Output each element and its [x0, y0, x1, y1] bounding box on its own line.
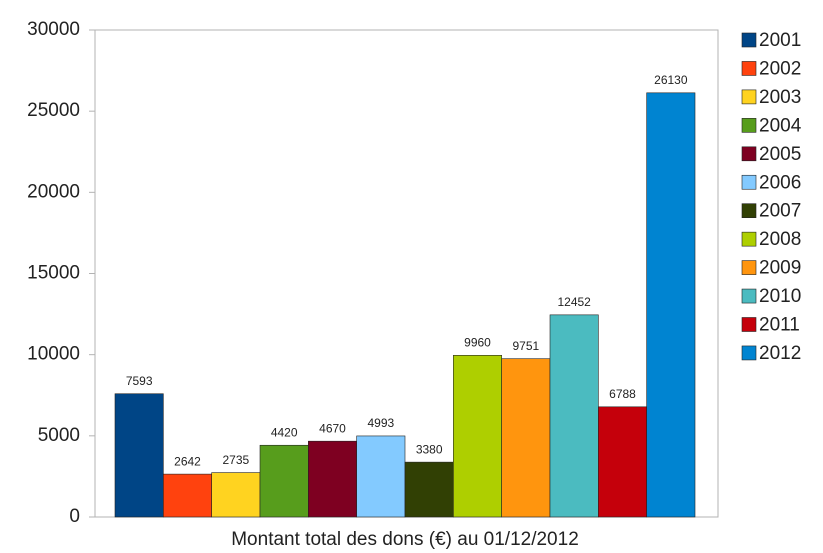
bar	[598, 406, 647, 518]
y-tick-label: 0	[69, 506, 80, 527]
data-label: 9751	[512, 339, 539, 353]
x-axis-label: Montant total des dons (€) au 01/12/2012	[231, 529, 579, 550]
bar	[453, 355, 502, 518]
y-tick-label: 20000	[27, 181, 80, 202]
y-tick-label: 25000	[27, 100, 80, 121]
legend-label: 2001	[759, 30, 801, 51]
bar	[211, 472, 261, 518]
data-label: 9960	[464, 335, 491, 349]
y-tick-label: 15000	[27, 263, 80, 284]
legend-swatch	[741, 231, 757, 247]
legend-label: 2005	[759, 144, 801, 165]
bar	[501, 358, 551, 518]
legend-label: 2004	[759, 115, 802, 136]
bar	[646, 92, 696, 518]
legend-label: 2006	[759, 172, 801, 193]
data-label: 6788	[609, 387, 636, 401]
y-tick-label: 10000	[27, 344, 80, 365]
bar	[163, 473, 212, 518]
legend-swatch	[741, 118, 757, 133]
y-tick-label: 5000	[38, 425, 80, 446]
bar	[549, 314, 599, 518]
legend-label: 2003	[759, 87, 801, 108]
legend-swatch	[741, 61, 757, 76]
data-label: 2735	[222, 453, 249, 467]
data-label: 4993	[367, 416, 394, 430]
bar	[356, 435, 406, 518]
data-label: 26130	[654, 73, 688, 87]
legend-label: 2011	[759, 315, 800, 336]
legend-swatch	[741, 260, 757, 275]
legend-label: 2002	[759, 58, 801, 79]
legend-swatch	[741, 317, 757, 332]
data-label: 2642	[174, 454, 201, 468]
legend-label: 2012	[759, 343, 801, 364]
legend-label: 2009	[759, 258, 801, 279]
bar	[308, 440, 357, 518]
legend-label: 2007	[759, 201, 801, 222]
legend-swatch	[741, 345, 757, 361]
data-label: 7593	[126, 374, 153, 388]
legend-swatch	[741, 32, 757, 48]
legend-swatch	[741, 288, 757, 304]
data-label: 4670	[319, 421, 346, 435]
bar	[259, 444, 309, 518]
legend-label: 2010	[759, 286, 801, 307]
legend-swatch	[741, 89, 757, 105]
bar	[404, 461, 454, 518]
bar	[114, 393, 164, 518]
data-label: 3380	[416, 442, 443, 456]
legend-swatch	[741, 174, 757, 190]
legend-swatch	[741, 146, 757, 162]
data-label: 4420	[271, 425, 298, 439]
y-tick-label: 30000	[27, 19, 80, 40]
data-label: 12452	[557, 295, 591, 309]
legend-swatch	[741, 203, 757, 218]
legend-label: 2008	[759, 229, 801, 250]
